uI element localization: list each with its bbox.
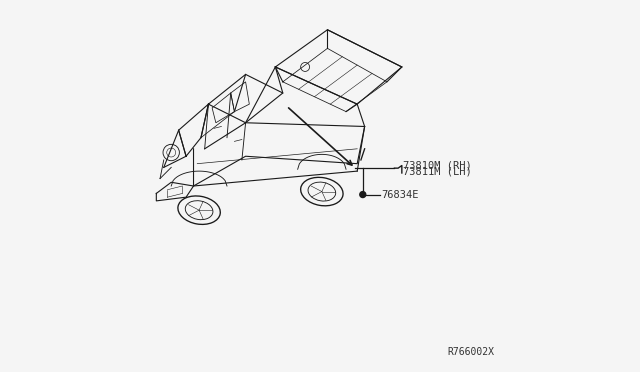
Circle shape [360, 192, 365, 198]
Text: 76834E: 76834E [381, 190, 419, 199]
Text: 73810M (RH): 73810M (RH) [403, 161, 471, 170]
Text: 73811M (LH): 73811M (LH) [403, 167, 471, 177]
Text: R766002X: R766002X [448, 347, 495, 357]
